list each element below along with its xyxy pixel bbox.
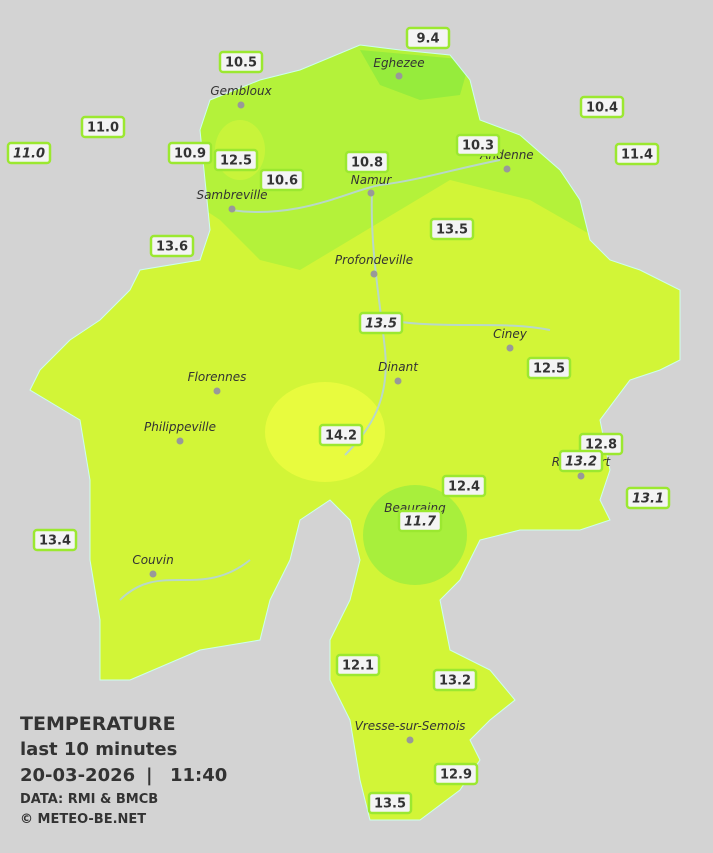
station-box — [625, 486, 671, 510]
river — [119, 159, 551, 601]
legend-title: TEMPERATURE — [20, 713, 176, 735]
city-name: Profondeville — [335, 253, 413, 267]
station-temp: 11.0 — [13, 147, 45, 162]
city-name: Eghezee — [373, 56, 424, 70]
station-box — [441, 474, 487, 498]
legend-copyright: © METEO-BE.NET — [20, 812, 146, 827]
city-dot — [213, 387, 221, 395]
city-name: Vresse-sur-Semois — [355, 719, 466, 733]
legend-date: 20-03-2026 — [20, 765, 135, 786]
city-name: Ciney — [493, 327, 528, 341]
station-box — [433, 762, 479, 786]
station-box — [455, 133, 501, 157]
station-box — [80, 115, 126, 139]
station-box — [579, 95, 625, 119]
station-box — [213, 148, 259, 172]
station-temp: 12.4 — [448, 480, 480, 495]
city-dot — [176, 437, 184, 445]
station-temp: 13.4 — [39, 534, 71, 549]
city-name: Namur — [351, 173, 393, 187]
station-temp: 12.1 — [342, 659, 374, 674]
station-temp: 10.9 — [174, 147, 206, 162]
city-dot — [577, 472, 585, 480]
legend: TEMPERATURE last 10 minutes 20-03-2026 |… — [20, 713, 227, 827]
station-box — [429, 217, 475, 241]
city-dot — [228, 205, 236, 213]
station-temp: 9.4 — [416, 32, 439, 47]
city-name: Gembloux — [210, 84, 272, 98]
station-box — [149, 234, 195, 258]
temp-zone — [360, 50, 470, 100]
station-temp: 13.1 — [632, 492, 664, 507]
city-dot — [237, 101, 245, 109]
city-dot — [367, 189, 375, 197]
station-temp: 11.0 — [87, 121, 119, 136]
station-box — [526, 356, 572, 380]
legend-source: DATA: RMI & BMCB — [20, 792, 158, 807]
station-temp: 12.8 — [585, 438, 617, 453]
station-temp: 13.5 — [436, 223, 468, 238]
station-temp: 13.5 — [374, 797, 406, 812]
station-box — [432, 668, 478, 692]
station-temp: 10.8 — [351, 156, 383, 171]
city-dot — [394, 377, 402, 385]
station-box — [367, 791, 413, 815]
station-temp: 11.4 — [621, 148, 653, 163]
station-temp: 11.7 — [404, 515, 437, 530]
legend-time: 11:40 — [170, 765, 227, 786]
station-temp: 10.4 — [586, 101, 618, 116]
station-box — [335, 653, 381, 677]
city-dot — [149, 570, 157, 578]
legend-period: last 10 minutes — [20, 739, 177, 760]
city-name: Philippeville — [144, 420, 216, 434]
station-temp: 12.5 — [220, 154, 252, 169]
station-temp: 13.6 — [156, 240, 188, 255]
station-temp: 10.6 — [266, 174, 298, 189]
station-box — [32, 528, 78, 552]
station-box — [358, 311, 404, 335]
city-dot — [395, 72, 403, 80]
city-name: Couvin — [132, 553, 173, 567]
station-box — [397, 509, 443, 533]
station-temp: 12.5 — [533, 362, 565, 377]
city-dot — [370, 270, 378, 278]
station-box — [405, 26, 451, 50]
station-temp: 14.2 — [325, 429, 357, 444]
city-dot — [406, 736, 414, 744]
legend-separator: | — [146, 765, 153, 786]
station-box — [318, 423, 364, 447]
station-temp: 10.5 — [225, 56, 257, 71]
station-temp: 13.2 — [565, 455, 597, 470]
city-name: Florennes — [188, 370, 247, 384]
station-box — [344, 150, 390, 174]
city-name: Dinant — [378, 360, 419, 374]
station-temp: 13.5 — [365, 317, 397, 332]
station-box — [6, 141, 52, 165]
city-dot — [506, 344, 514, 352]
city-dot — [503, 165, 511, 173]
station-box — [614, 142, 660, 166]
station-box — [558, 449, 604, 473]
station-temp: 12.9 — [440, 768, 472, 783]
temp-zone — [363, 485, 467, 585]
station-temp: 10.3 — [462, 139, 494, 154]
city-name: Sambreville — [196, 188, 267, 202]
station-temp: 13.2 — [439, 674, 471, 689]
station-box — [218, 50, 264, 74]
station-box — [259, 168, 305, 192]
station-box — [167, 141, 213, 165]
